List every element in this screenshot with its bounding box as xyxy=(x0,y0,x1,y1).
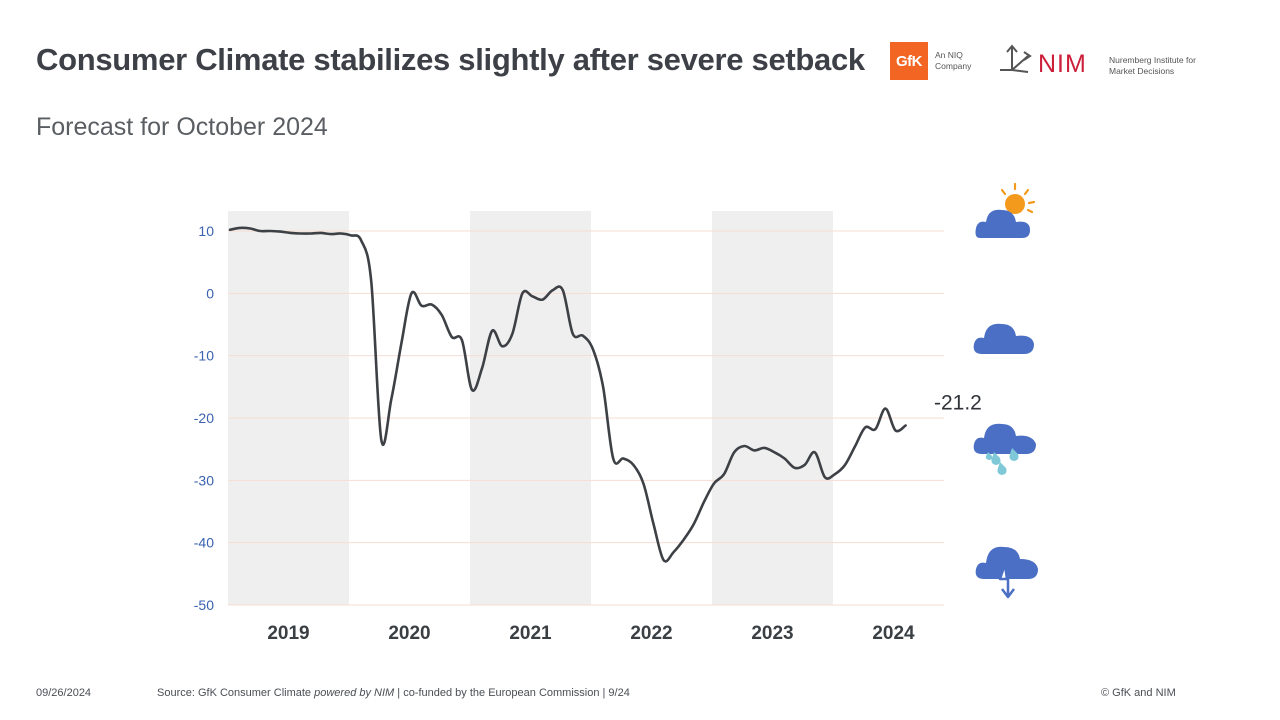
year-band-2023 xyxy=(712,211,833,605)
x-tick-label: 2021 xyxy=(509,623,552,644)
page-subtitle: Forecast for October 2024 xyxy=(36,113,328,141)
nim-logo-text: NIM xyxy=(1038,50,1087,78)
footer-source-suffix: | co-funded by the European Commission |… xyxy=(394,687,630,699)
y-tick-label: -10 xyxy=(194,348,214,364)
sun-cloud-icon xyxy=(975,182,1036,238)
nim-logo-subtext: Nuremberg Institute for Market Decisions xyxy=(1109,55,1196,76)
y-tick-label: 10 xyxy=(198,223,214,239)
page-title: Consumer Climate stabilizes slightly aft… xyxy=(36,42,865,77)
footer-source: Source: GfK Consumer Climate powered by … xyxy=(157,687,630,699)
y-tick-label: -20 xyxy=(194,410,214,426)
footer-date: 09/26/2024 xyxy=(36,687,92,699)
x-tick-label: 2019 xyxy=(267,623,309,644)
footer-source-powered: powered by NIM xyxy=(314,687,395,699)
storm-cloud-icon xyxy=(975,546,1038,599)
y-tick-label: 0 xyxy=(206,285,214,301)
footer-source-prefix: Source: GfK Consumer Climate xyxy=(157,687,315,699)
gfk-logo-subtext: An NIQ Company xyxy=(935,50,972,71)
footer-copyright: © GfK and NIM xyxy=(1101,687,1176,699)
x-tick-label: 2022 xyxy=(630,623,672,644)
gfk-logo: GfK xyxy=(890,42,928,80)
y-tick-label: -50 xyxy=(194,597,214,613)
rain-cloud-icon xyxy=(973,423,1036,475)
y-tick-label: -30 xyxy=(194,472,214,488)
last-value-label: -21.2 xyxy=(934,391,982,414)
year-band-2021 xyxy=(470,211,591,605)
gfk-logo-text: GfK xyxy=(896,52,923,70)
year-band-2019 xyxy=(228,211,349,605)
series-line xyxy=(228,226,907,563)
x-tick-label: 2020 xyxy=(388,623,430,644)
x-tick-label: 2024 xyxy=(872,623,915,644)
x-tick-label: 2023 xyxy=(751,623,793,644)
cloud-icon xyxy=(973,323,1034,354)
y-tick-label: -40 xyxy=(194,535,214,551)
nim-arrow-icon xyxy=(1000,44,1032,73)
